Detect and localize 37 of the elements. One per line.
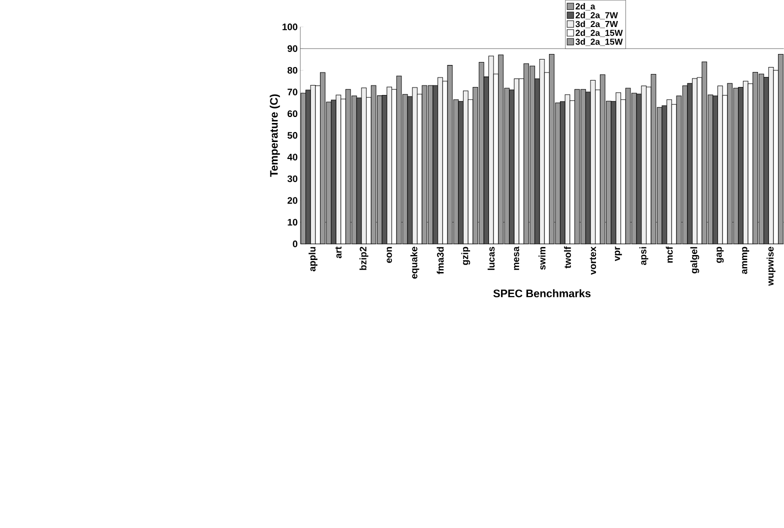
x-tick-label: vpr: [614, 246, 622, 262]
y-tick-label: 30: [287, 175, 298, 182]
x-tick-label: gap: [716, 246, 724, 263]
legend-label: 2d_2a_7W: [576, 12, 618, 20]
y-tick-label: 10: [288, 218, 298, 226]
y-tick-label: 80: [288, 66, 298, 74]
x-tick-label: eon: [386, 246, 392, 263]
x-tick-label: fma3d: [436, 247, 444, 274]
x-tick-label: wupwise: [766, 246, 776, 286]
x-tick-label: apsi: [639, 247, 648, 265]
x-tick-label: swim: [538, 246, 546, 270]
y-tick-label: 40: [287, 154, 298, 160]
x-tick-label: bzip2: [360, 246, 368, 270]
x-tick-label: vortex: [590, 246, 596, 275]
x-tick-label: gzip: [461, 246, 470, 265]
legend-label: 3d_2a_15W: [576, 38, 623, 46]
x-tick-label: equake: [410, 246, 420, 279]
y-tick-label: 100: [282, 23, 298, 30]
x-tick-label: lucas: [488, 246, 495, 270]
y-tick-label: 90: [288, 45, 298, 52]
x-tick-label: applu: [308, 246, 318, 272]
legend-label: 2d_2a_15W: [576, 30, 623, 37]
x-tick-label: ammp: [742, 246, 750, 274]
x-tick-label: twolf: [564, 246, 571, 268]
x-axis-title: SPEC Benchmarks: [493, 289, 591, 298]
x-tick-label: art: [335, 246, 342, 258]
y-tick-label: 20: [288, 197, 298, 204]
y-tick-label: 60: [288, 110, 298, 117]
y-axis-title: Temperature (C): [270, 94, 280, 177]
x-tick-label: mcf: [666, 246, 673, 263]
y-tick-label: 0: [292, 240, 298, 248]
x-tick-label: mesa: [514, 246, 520, 270]
y-tick-label: 70: [288, 88, 298, 96]
legend-label: 2d_a: [576, 2, 596, 10]
y-tick-label: 50: [288, 132, 298, 139]
x-tick-label: galgel: [690, 247, 700, 274]
legend-label: 3d_2a_7W: [576, 20, 618, 28]
